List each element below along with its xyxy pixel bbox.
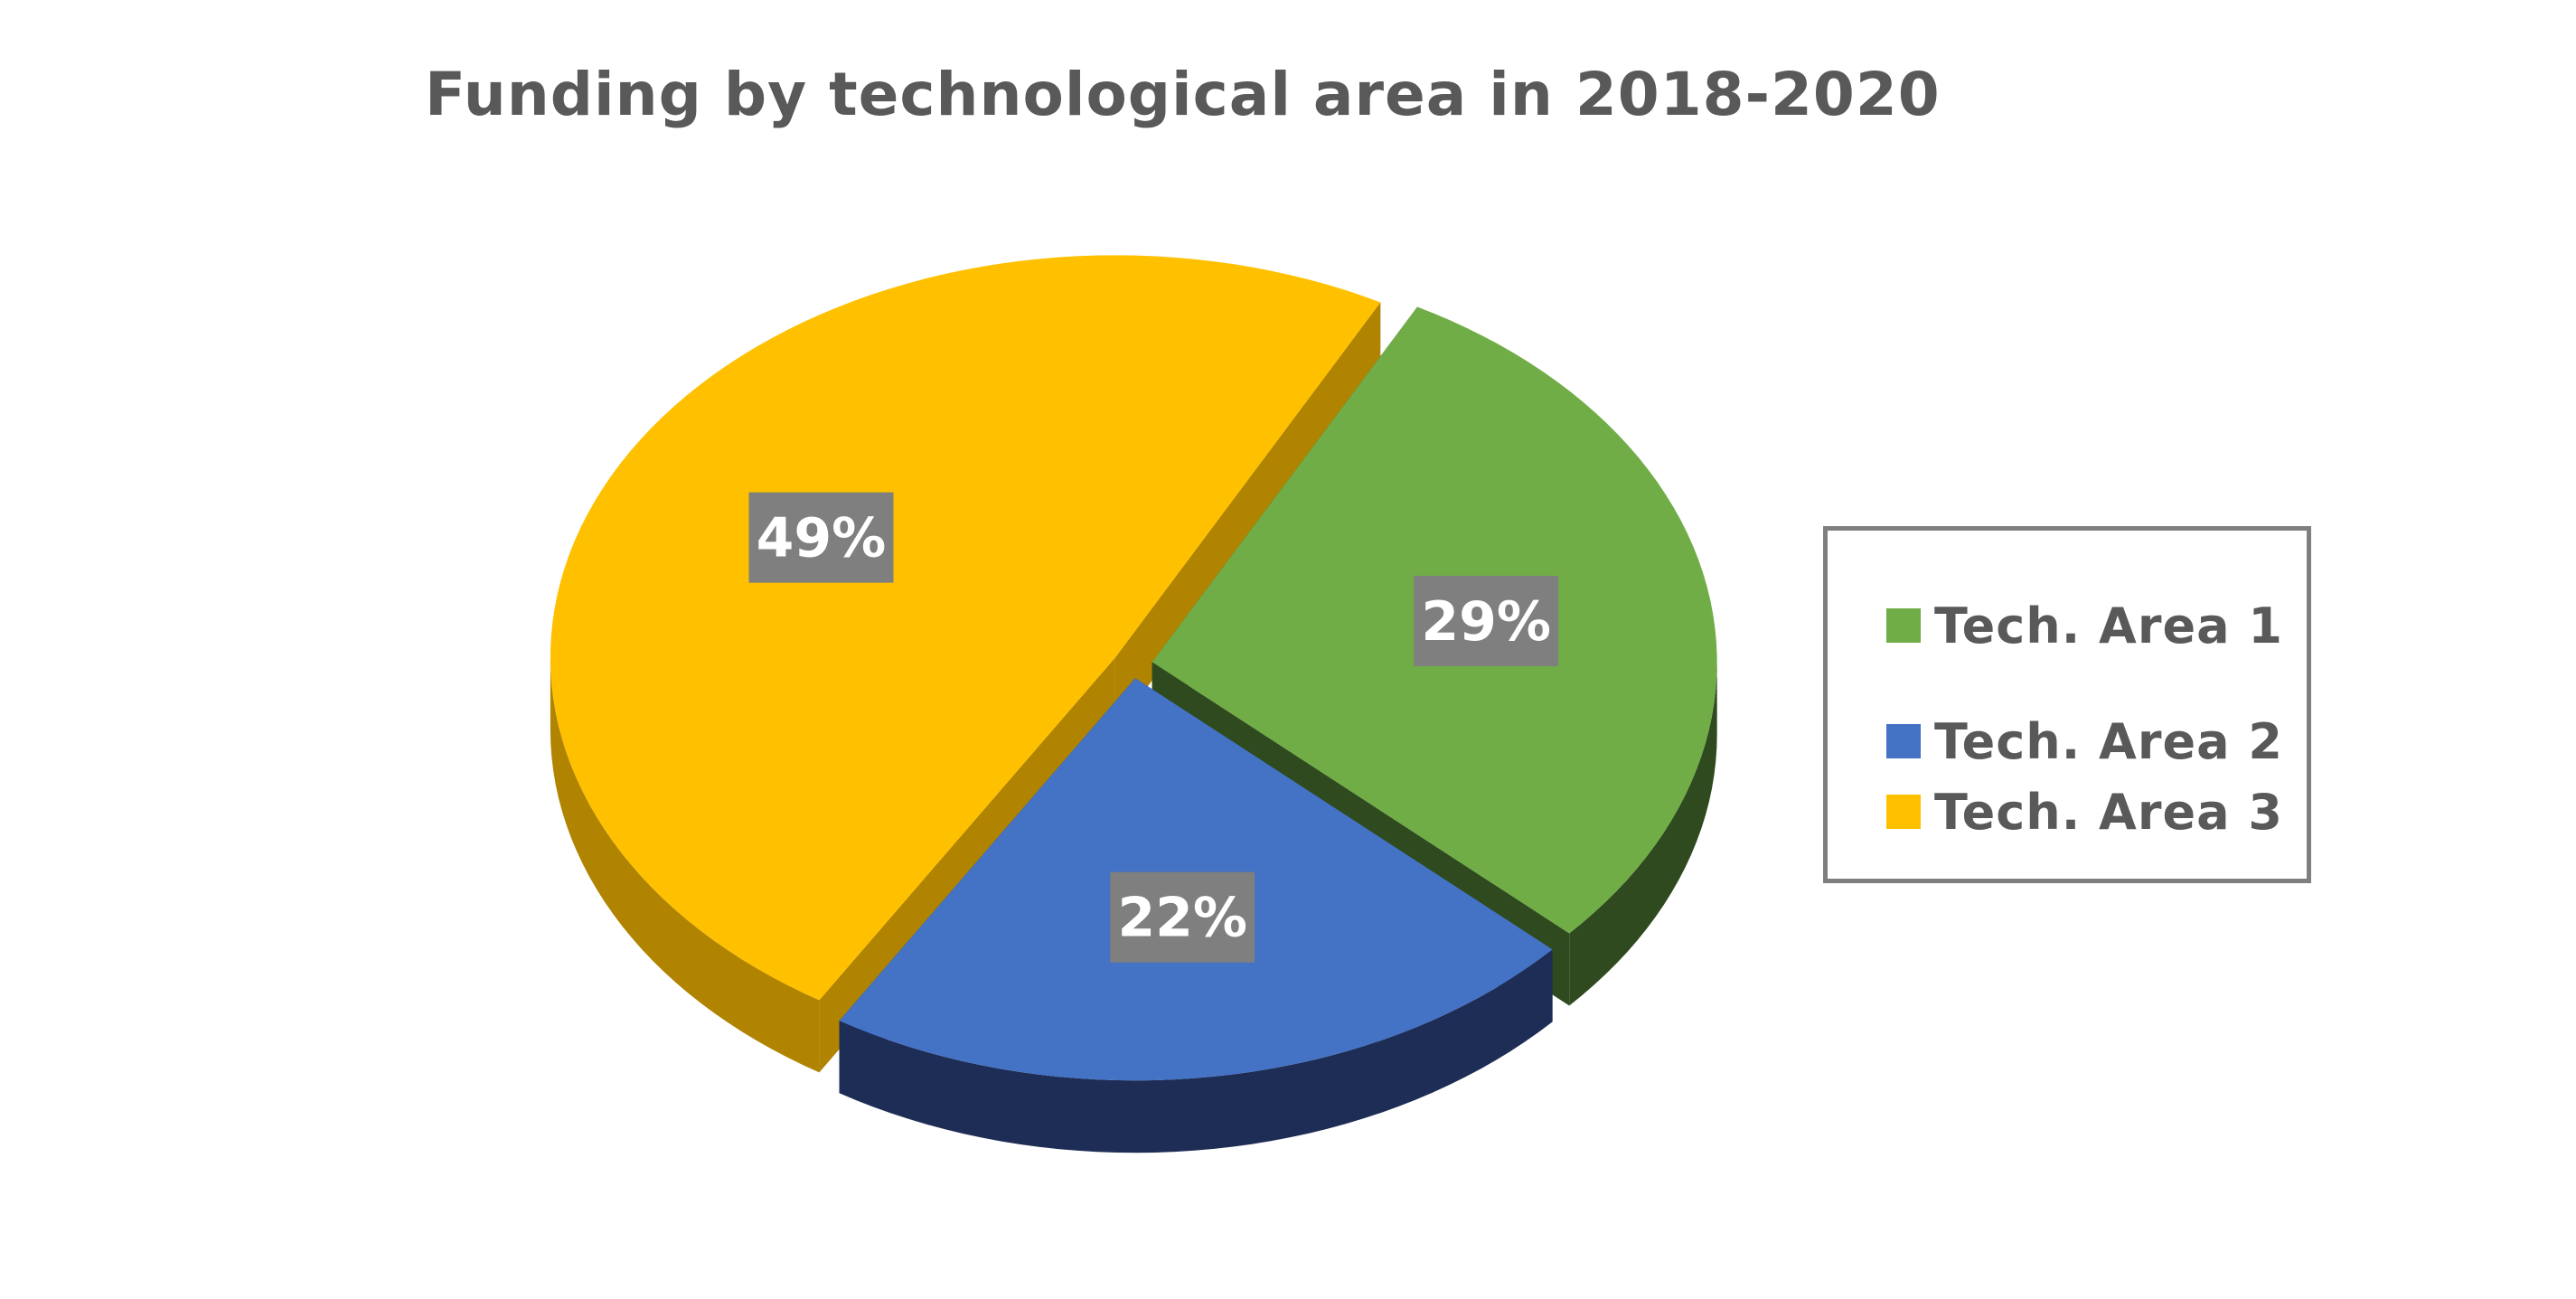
data-label-3: 49%	[748, 492, 894, 583]
legend-item-tech-area-3: Tech. Area 3	[1886, 780, 2283, 843]
data-label-box-3	[748, 492, 894, 583]
pie-slice-side-1	[1569, 662, 1717, 1006]
data-label-box-1	[1414, 575, 1559, 666]
pie-data-labels: 29% 22% 49%	[748, 492, 1559, 963]
legend-label-tech-area-2: Tech. Area 2	[1934, 712, 2283, 770]
legend-swatch-tech-area-2	[1886, 724, 1921, 758]
chart-title: Funding by technological area in 2018-20…	[425, 60, 1941, 129]
pie-slice-3	[550, 255, 1381, 1001]
data-label-text-2: 22%	[1117, 887, 1247, 950]
data-label-2: 22%	[1110, 871, 1255, 963]
legend-swatch-tech-area-3	[1886, 795, 1921, 829]
data-label-1: 29%	[1414, 575, 1559, 666]
legend: Tech. Area 1 Tech. Area 2 Tech. Area 3	[1823, 526, 2311, 883]
legend-item-tech-area-2: Tech. Area 2	[1886, 710, 2283, 773]
data-label-text-3: 49%	[757, 507, 887, 570]
legend-label-tech-area-3: Tech. Area 3	[1934, 783, 2283, 841]
legend-swatch-tech-area-1	[1886, 608, 1921, 643]
data-label-box-2	[1110, 871, 1255, 963]
legend-item-tech-area-1: Tech. Area 1	[1886, 594, 2283, 657]
pie-slice-side-2	[839, 949, 1553, 1153]
pie-slice-side-3	[550, 657, 820, 1073]
data-label-text-1: 29%	[1421, 590, 1551, 654]
legend-label-tech-area-1: Tech. Area 1	[1934, 597, 2283, 654]
